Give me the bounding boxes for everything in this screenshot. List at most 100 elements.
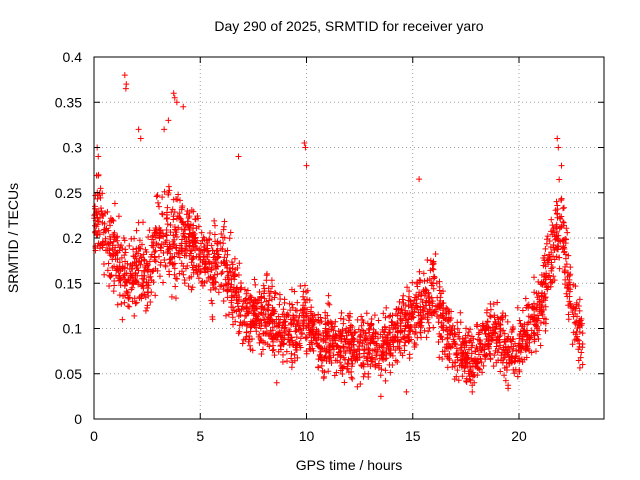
data-point [543,284,550,291]
data-point [535,335,542,342]
data-point [95,153,102,160]
data-point [267,316,274,323]
data-point [191,230,198,237]
data-point [339,330,346,337]
data-point [531,321,538,328]
data-point [430,285,437,292]
data-point [233,288,240,295]
data-point [460,338,467,345]
data-point [225,311,232,318]
data-point [260,330,267,337]
data-point [178,206,185,213]
data-point [329,343,336,350]
data-point [192,266,199,273]
data-point [428,282,435,289]
data-point [144,282,151,289]
data-point [214,271,221,278]
data-point [115,213,122,220]
data-point [205,251,212,258]
data-point [177,215,184,222]
data-point [297,307,304,314]
data-point [252,281,259,288]
data-point [424,256,431,263]
data-point [176,242,183,249]
data-point [534,301,541,308]
data-point [406,288,413,295]
y-axis-label: SRMTID / TECUs [5,183,21,293]
data-point [342,339,349,346]
data-point [241,318,248,325]
data-point [127,274,134,281]
data-point [243,329,250,336]
y-tick-label: 0.35 [55,94,82,110]
data-point [220,240,227,247]
data-point [147,298,154,305]
data-point [142,294,149,301]
data-point [300,325,307,332]
data-point [394,359,401,366]
data-point [224,281,231,288]
data-point [101,226,108,233]
data-point [146,258,153,265]
data-point [508,329,515,336]
data-point [192,246,199,253]
data-point [547,244,554,251]
data-point [261,287,268,294]
data-point [470,335,477,342]
data-point [438,323,445,330]
data-point [199,282,206,289]
data-point [423,302,430,309]
data-point [182,249,189,256]
data-point [561,204,568,211]
data-point [152,247,159,254]
data-point [565,311,572,318]
data-point [551,256,558,263]
data-point [579,341,586,348]
data-point [464,359,471,366]
data-point [429,261,436,268]
data-point [115,277,122,284]
data-point [545,254,552,261]
data-point [448,327,455,334]
data-point [554,235,561,242]
x-tick-label: 0 [90,428,98,444]
data-point [273,379,280,386]
data-point [456,329,463,336]
data-point [484,318,491,325]
data-point [523,345,530,352]
data-point [459,362,466,369]
data-point [118,254,125,261]
x-tick-label: 20 [511,428,527,444]
data-point [259,303,266,310]
data-point [247,346,254,353]
data-point [186,226,193,233]
data-point [137,261,144,268]
data-point [241,286,248,293]
data-point [154,267,161,274]
data-point [186,252,193,259]
data-point [571,337,578,344]
data-point [94,221,101,228]
data-point [221,218,228,225]
data-point [380,356,387,363]
data-point [200,234,207,241]
data-point [544,233,551,240]
data-point [417,312,424,319]
data-point [160,250,167,257]
data-point [164,204,171,211]
data-point [181,233,188,240]
data-point [325,356,332,363]
data-point [499,310,506,317]
data-point [162,262,169,269]
data-point [246,296,253,303]
data-point [281,324,288,331]
data-point [133,299,140,306]
data-point [186,236,193,243]
data-point [395,305,402,312]
data-point [163,237,170,244]
data-point [280,341,287,348]
data-point [143,248,150,255]
data-point [377,331,384,338]
data-point [454,325,461,332]
data-point [156,224,163,231]
